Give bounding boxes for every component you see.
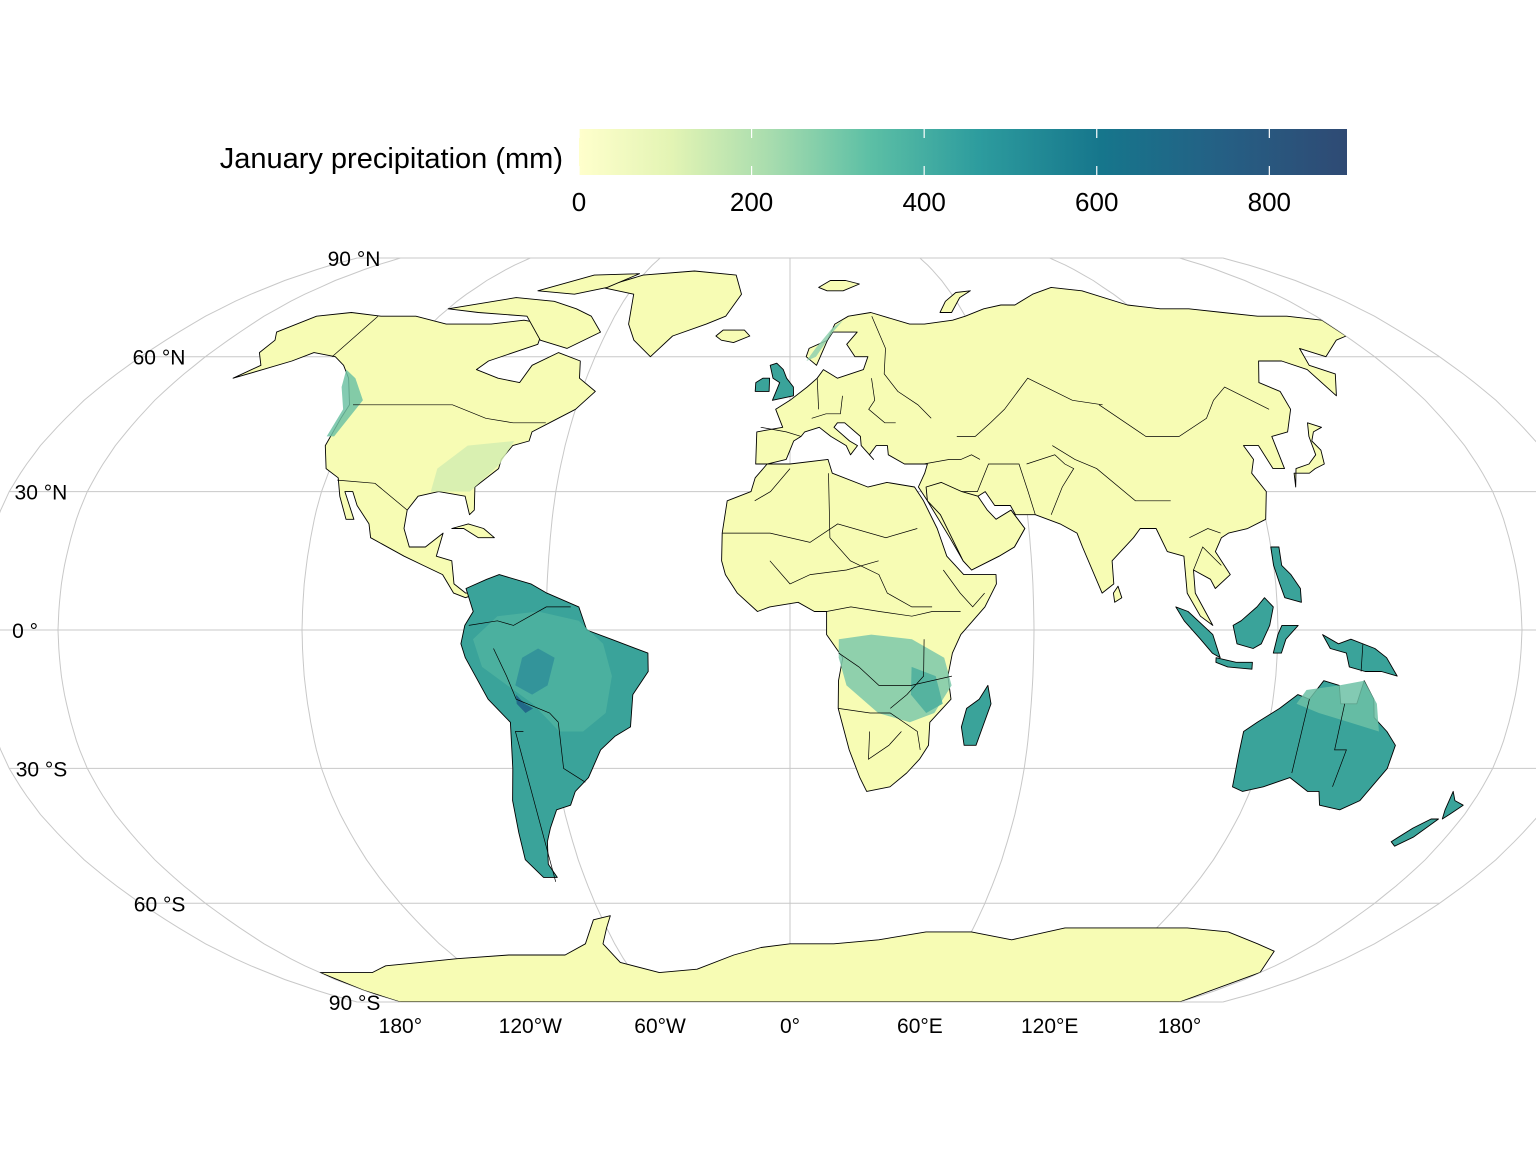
legend: January precipitation (mm) 0 200 400 600 800 <box>220 129 1347 217</box>
country-border <box>923 454 981 465</box>
country-border <box>826 606 961 617</box>
country-border <box>722 523 918 543</box>
land-borneo <box>1232 597 1274 649</box>
precip-zone-pacific-nw <box>326 369 363 437</box>
country-border <box>838 652 952 686</box>
country-border <box>868 378 896 424</box>
precip-zone-andes-wet <box>515 694 534 713</box>
land-new-zealand-s <box>1390 818 1439 847</box>
country-border <box>943 569 985 608</box>
land-sulawesi <box>1272 624 1299 654</box>
country-border <box>956 377 1103 437</box>
land-new-guinea <box>1322 634 1398 677</box>
country-border <box>816 378 819 410</box>
country-borders <box>331 315 1364 882</box>
country-border <box>868 731 902 760</box>
latitude-label: 60 °N <box>133 347 186 370</box>
latitude-labels: 90 °N 60 °N 30 °N 0 ° 30 °S 60 °S 90 °S <box>12 248 380 1015</box>
precip-zone-amazon-core <box>515 648 555 695</box>
longitude-label: 60°W <box>634 1015 686 1038</box>
land-north-america <box>232 312 596 599</box>
legend-title: January precipitation (mm) <box>220 143 563 175</box>
latitude-label: 30 °S <box>16 758 68 781</box>
country-border <box>331 315 379 357</box>
country-border <box>1026 454 1075 515</box>
country-border <box>760 426 802 437</box>
land-arabia <box>925 481 1026 571</box>
land-novaya-zemlya <box>939 290 971 313</box>
country-border <box>353 404 546 424</box>
country-border <box>1193 546 1222 571</box>
legend-ticks: 0 200 400 600 800 <box>572 129 1291 217</box>
legend-tick-label: 0 <box>572 187 586 217</box>
longitude-label: 60°E <box>897 1015 943 1038</box>
land-greenland <box>601 270 742 358</box>
longitude-labels: 180° 120°W 60°W 0° 60°E 120°E 180° <box>379 1015 1202 1038</box>
land-sumatra <box>1175 606 1221 659</box>
land-ireland <box>754 377 771 392</box>
country-border <box>828 473 933 608</box>
graticule <box>0 257 1536 1003</box>
land-cuba <box>451 523 495 539</box>
country-border <box>1291 699 1310 774</box>
country-border <box>871 316 932 419</box>
country-border <box>1360 643 1364 672</box>
land-sri-lanka <box>1112 585 1123 603</box>
country-border <box>1189 528 1221 539</box>
landmasses <box>232 270 1464 1002</box>
land-arctic-islands <box>447 297 601 349</box>
land-svalbard <box>818 280 860 292</box>
latitude-label: 90 °N <box>328 248 381 271</box>
country-border <box>890 639 925 709</box>
land-antarctica <box>319 915 1275 1002</box>
land-philippines <box>1270 546 1302 603</box>
country-border <box>514 731 557 882</box>
country-border <box>811 395 843 419</box>
legend-tick-label: 800 <box>1248 187 1291 217</box>
longitude-label: 0° <box>780 1015 800 1038</box>
country-border <box>769 560 879 585</box>
latitude-label: 90 °S <box>329 992 381 1015</box>
country-border <box>557 722 586 783</box>
land-madagascar <box>960 684 992 746</box>
land-ellesmere <box>537 273 640 295</box>
latitude-label: 60 °S <box>134 893 186 916</box>
legend-tick-label: 600 <box>1075 187 1118 217</box>
longitude-label: 180° <box>379 1015 422 1038</box>
country-border <box>468 606 571 626</box>
country-border <box>493 648 559 723</box>
country-border <box>961 463 1036 515</box>
country-border <box>754 468 791 502</box>
land-new-zealand-n <box>1441 790 1464 820</box>
latitude-label: 0 ° <box>12 620 38 643</box>
legend-tick-label: 200 <box>730 187 773 217</box>
longitude-label: 180° <box>1158 1015 1201 1038</box>
legend-tick-label: 400 <box>902 187 945 217</box>
land-iceland <box>715 329 751 344</box>
country-border <box>1332 703 1347 787</box>
map-frame <box>0 257 1536 1003</box>
land-japan <box>1293 422 1325 488</box>
land-java <box>1215 657 1253 670</box>
country-border <box>1098 386 1270 437</box>
longitude-label: 120°W <box>499 1015 562 1038</box>
country-border <box>337 479 408 511</box>
latitude-label: 30 °N <box>15 482 68 505</box>
land-uk <box>769 362 794 401</box>
legend-colorbar <box>579 129 1347 175</box>
precip-zone-norway-coast <box>806 320 844 361</box>
precip-zone-se-us <box>430 441 515 492</box>
precip-zone-n-australia-wet <box>1296 680 1379 732</box>
country-border <box>1052 445 1171 502</box>
precip-zone-mozambique-wet <box>910 666 943 713</box>
longitude-label: 120°E <box>1021 1015 1078 1038</box>
country-border <box>838 708 921 750</box>
